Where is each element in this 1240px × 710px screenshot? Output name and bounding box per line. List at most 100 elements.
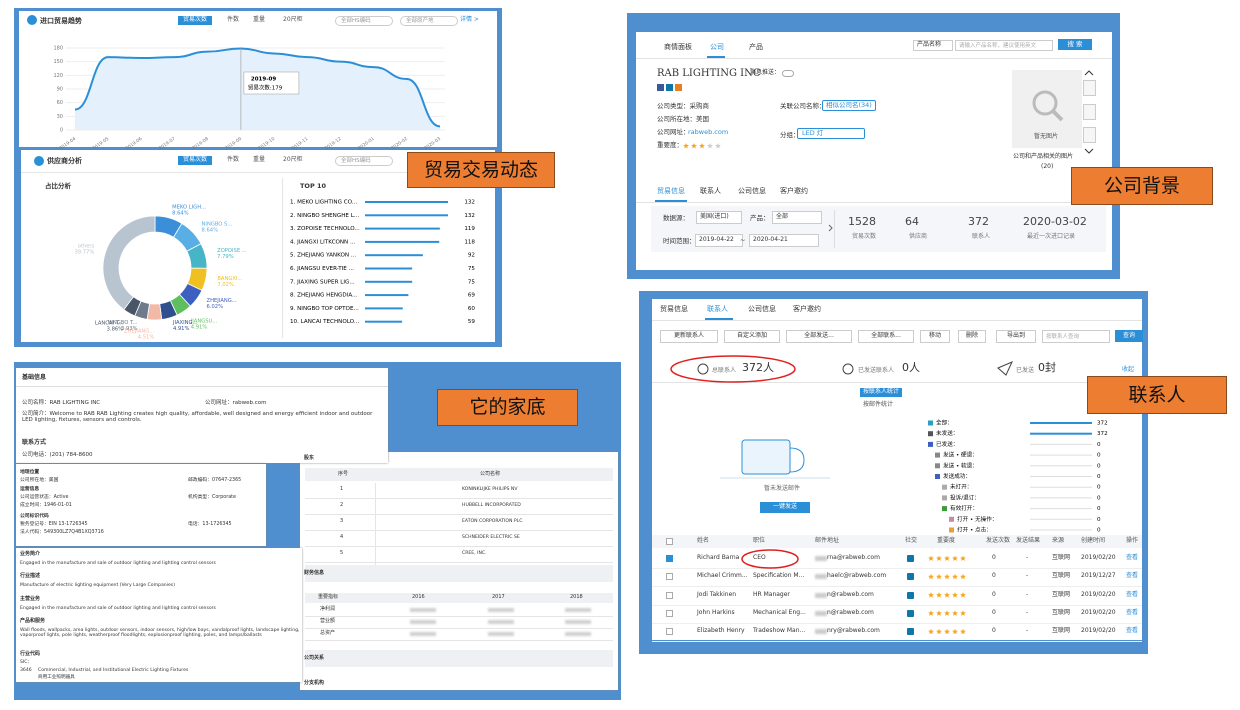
view-link[interactable]: 查看 [1126,554,1139,561]
product-select[interactable]: 全部 [772,211,822,224]
search-button[interactable]: 搜 索 [1058,39,1092,51]
divider [652,320,1142,321]
row-line [305,530,613,531]
checkbox[interactable] [666,573,673,581]
blurred-value [565,608,591,612]
tab[interactable]: 联系人 [700,187,721,195]
date-input[interactable]: 2019-04-22 [695,234,743,247]
collapse-link[interactable]: 收起 [1122,366,1135,373]
tab[interactable]: 客户邀约 [780,187,808,195]
detail-link[interactable]: 详情 > [460,16,479,23]
checkbox[interactable] [666,609,673,617]
tab[interactable]: 重量 [253,16,266,23]
tab[interactable]: 20尺柜 [283,156,303,163]
tab[interactable]: 件数 [227,16,240,23]
tab[interactable]: 公司信息 [738,187,766,195]
tab[interactable]: 贸易信息 [657,187,685,195]
checkbox[interactable] [666,538,673,545]
bar-value: 372 [1097,431,1108,437]
nav-item[interactable]: 产品 [749,43,763,51]
rating [683,143,721,149]
search-type[interactable]: 产品名称 [913,40,953,51]
nav-item[interactable]: 商情面板 [664,43,692,51]
star [960,610,966,616]
checkbox[interactable] [666,555,673,562]
x-tick-label: 2020-02 [390,136,409,152]
arrow-down [1084,148,1094,154]
toolbar-button[interactable]: 导出到 [996,330,1036,343]
tab[interactable]: 贸易次数 [178,16,213,25]
search-input[interactable]: 按联系人查询 [1042,330,1110,344]
nav-item[interactable]: 公司 [710,43,724,51]
field: 公司所在地：美国 [657,115,709,123]
tab[interactable]: 20尺柜 [283,16,303,23]
bar-value: 0 [1097,474,1101,480]
linkedin-icon[interactable] [907,591,914,599]
panel-title: 进口贸易趋势 [40,17,82,25]
mode-tab[interactable]: 按联系人统计 [860,388,903,397]
social-icon[interactable] [666,84,673,91]
search-button[interactable]: 查询 [1115,330,1143,342]
tab[interactable]: 件数 [227,156,240,163]
chevron [828,224,833,232]
social-icon[interactable] [675,84,682,91]
linkedin-icon[interactable] [907,628,914,636]
stat-label: 联系人 [972,233,991,240]
date-input[interactable]: 2020-04-21 [749,234,819,247]
website-link[interactable]: rabweb.com [688,128,729,136]
toolbar-button[interactable]: 全部联系... [858,330,914,343]
stat-name: 投诉/退订： [950,493,980,501]
linkedin-icon[interactable] [907,609,914,617]
related-button[interactable]: 相似公司名(34) [822,100,876,112]
toolbar-button[interactable]: 自定义添加 [724,330,780,343]
mode-tab[interactable]: 按邮件统计 [863,401,894,408]
group-select[interactable]: LED 灯 [797,128,865,140]
doc-text: Manufacture of electric lighting equipme… [20,583,175,588]
toolbar-button[interactable]: 移动 [920,330,950,343]
linkedin-icon[interactable] [907,573,914,581]
tab[interactable]: 联系人 [707,305,728,313]
tab[interactable]: 贸易次数 [178,156,213,165]
thumbnail[interactable] [1083,80,1096,96]
tab[interactable]: 客户邀约 [793,305,821,313]
tab[interactable]: 贸易信息 [660,305,688,313]
blurred-value [488,608,514,612]
view-link[interactable]: 查看 [1126,608,1139,616]
bar-value: 59 [468,319,476,325]
search-input[interactable]: 请输入产品名称，建议使用英文 [955,40,1053,52]
tab[interactable]: 公司信息 [748,305,776,313]
row-line [305,562,613,563]
y-tick-label: 30 [57,114,63,120]
tab[interactable]: 重量 [253,156,266,163]
bar-value: 69 [468,293,476,299]
doc-title: 主营业务 [20,596,41,602]
social-icon[interactable] [657,84,664,91]
doc-field: 法人代码：549300LZ7Q4B1XQ3716 [20,530,104,535]
linkedin-icon[interactable] [907,555,914,562]
doc-title: 公司标识代码 [20,514,49,519]
doc-field: 公司名称：RAB LIGHTING INC [22,400,101,406]
filter-select[interactable]: 全部HS编码 [335,156,393,167]
view-link[interactable]: 查看 [1126,627,1139,635]
source-select[interactable]: 美国(进口) [696,211,742,224]
toggle[interactable] [782,70,794,77]
thumbnail[interactable] [1083,127,1096,143]
row-line [305,628,613,629]
thumbnail[interactable] [1083,104,1096,120]
table-cell: 5 [340,550,344,556]
table-cell: 互联网 [1052,608,1071,616]
toolbar-button[interactable]: 删除 [958,330,986,343]
row-line [305,640,613,641]
view-link[interactable]: 查看 [1126,572,1139,580]
toolbar-button[interactable]: 全部发送... [786,330,852,343]
toolbar-button[interactable]: 更新联系人 [660,330,718,343]
checkbox[interactable] [666,628,673,636]
divider [282,178,283,338]
filter-select[interactable]: 全部HS编码 [335,16,393,27]
checkbox[interactable] [666,591,673,599]
view-link[interactable]: 查看 [1126,590,1139,598]
send-button[interactable]: 一键发送 [760,502,810,513]
filter-select[interactable]: 全部原产地 [400,16,458,27]
table-header-cell: 邮件地址 [815,537,840,544]
